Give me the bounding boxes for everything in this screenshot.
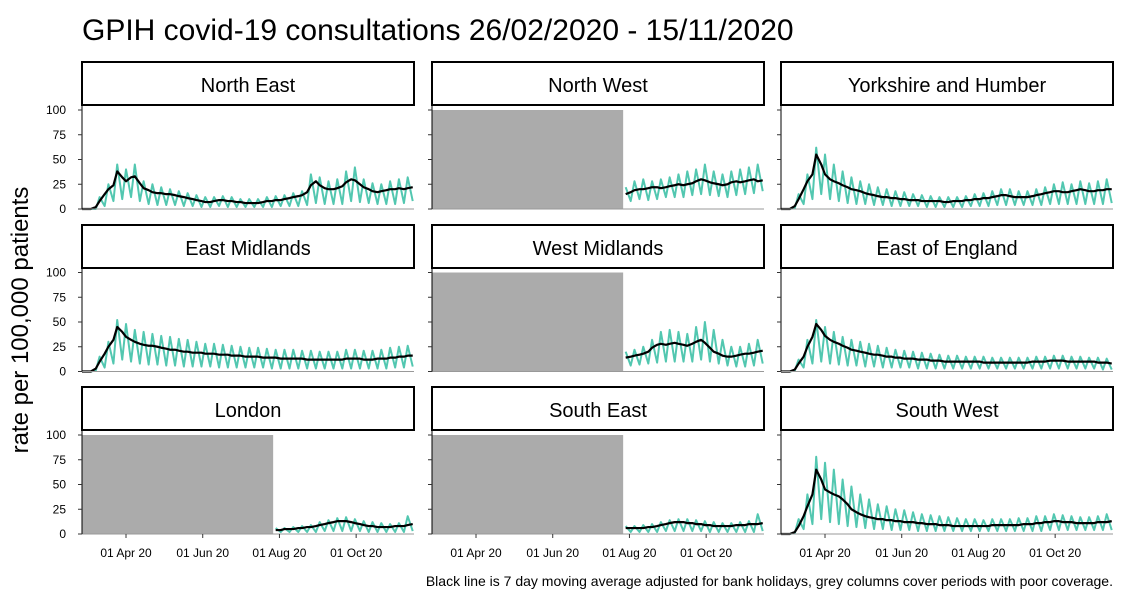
strip-title: London [215,400,282,422]
strip-title: West Midlands [533,238,664,260]
y-axis-label: rate per 100,000 patients [7,187,34,454]
strip [780,386,1114,431]
average-line [82,170,413,211]
y-tick-label: 0 [59,202,66,216]
average-line [781,153,1112,211]
x-tick-label: 01 Apr 20 [450,546,502,560]
poor-coverage-column [82,435,274,534]
strip [780,61,1114,106]
y-tick-label: 100 [46,428,66,442]
x-tick-label: 01 Jun 20 [526,546,579,560]
average-line [275,520,413,532]
y-tick-label: 100 [46,103,66,117]
poor-coverage-column [432,435,624,534]
x-tick-label: 01 Jun 20 [875,546,928,560]
daily-line [624,513,764,534]
strip [431,386,765,431]
strip-title: East of England [876,238,1017,260]
strip-title: South West [895,400,998,422]
daily-line [624,321,764,368]
poor-coverage-column [432,272,624,372]
x-tick-label: 01 Oct 20 [330,546,382,560]
y-tick-label: 50 [53,315,67,329]
daily-line [82,319,414,373]
daily-line [275,515,414,534]
average-line [625,178,763,196]
y-tick-label: 50 [53,478,67,492]
x-tick-label: 01 Oct 20 [680,546,732,560]
average-line [781,322,1112,373]
x-tick-label: 01 Apr 20 [799,546,851,560]
y-tick-label: 0 [59,365,66,379]
x-tick-label: 01 Oct 20 [1029,546,1081,560]
y-tick-label: 75 [53,453,67,467]
poor-coverage-column [432,110,624,209]
average-line [82,325,413,373]
average-line [625,338,763,359]
strip-title: North West [548,75,648,97]
x-tick-label: 01 Aug 20 [951,546,1005,560]
y-tick-label: 75 [53,128,67,142]
daily-line [781,319,1113,373]
y-tick-label: 25 [53,177,67,191]
strip [81,224,415,269]
strip [431,61,765,106]
average-line [625,521,763,530]
strip-title: North East [201,75,296,97]
y-tick-label: 25 [53,502,67,516]
y-tick-label: 50 [53,153,67,167]
strip-title: East Midlands [185,238,311,260]
strip [780,224,1114,269]
strip [431,224,765,269]
x-tick-label: 01 Aug 20 [252,546,306,560]
y-tick-label: 100 [46,266,66,280]
strip [81,386,415,431]
y-tick-label: 75 [53,290,67,304]
chart-title: GPIH covid-19 consultations 26/02/2020 -… [82,14,794,47]
strip-title: Yorkshire and Humber [848,75,1047,97]
x-tick-label: 01 Jun 20 [176,546,229,560]
y-tick-label: 25 [53,340,67,354]
y-tick-label: 0 [59,527,66,541]
x-tick-label: 01 Apr 20 [100,546,152,560]
strip [81,61,415,106]
x-tick-label: 01 Aug 20 [602,546,656,560]
strip-title: South East [549,400,647,422]
average-line [781,468,1112,536]
caption: Black line is 7 day moving average adjus… [426,573,1113,589]
